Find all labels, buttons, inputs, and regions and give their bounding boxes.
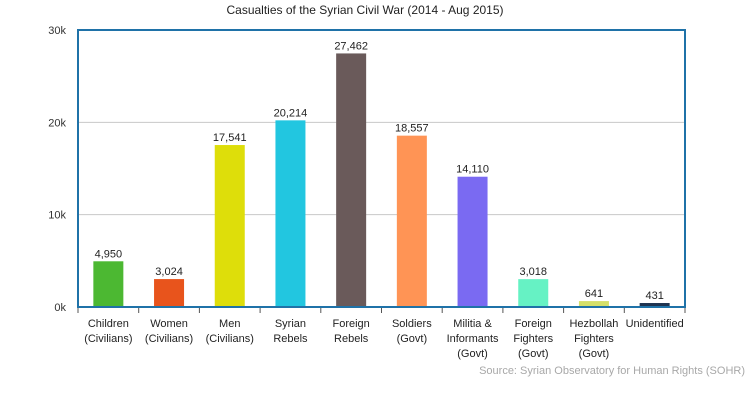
bar	[336, 53, 367, 307]
value-label: 14,110	[456, 164, 489, 176]
category-label: Soldiers (Govt)	[392, 318, 432, 345]
y-axis-ticks: 0k 10k 20k 30k	[48, 25, 66, 314]
y-tick-label: 0k	[54, 302, 66, 314]
bar	[275, 120, 306, 308]
gridlines	[78, 121, 685, 216]
y-tick-label: 30k	[48, 25, 66, 37]
value-label: 17,541	[213, 132, 247, 144]
category-label: Foreign Rebels	[333, 318, 370, 345]
plot-frame	[77, 29, 686, 308]
category-label: Women (Civilians)	[145, 318, 193, 345]
category-label: Children (Civilians)	[84, 318, 132, 345]
source-note: Source: Syrian Observatory for Human Rig…	[479, 365, 745, 377]
category-label: Syrian Rebels	[273, 318, 308, 345]
bar	[396, 135, 427, 307]
value-labels: 4,950 3,024 17,541 20,214 27,462 18,557 14,110…	[95, 40, 664, 302]
value-label: 3,018	[519, 266, 547, 278]
bars	[93, 53, 670, 308]
bar	[93, 261, 124, 307]
bar	[214, 145, 245, 307]
value-label: 18,557	[395, 123, 429, 135]
category-label: Foreign Fighters (Govt)	[513, 318, 553, 360]
category-label: Men (Civilians)	[206, 318, 254, 345]
value-label: 27,462	[334, 40, 368, 52]
category-label: Militia & Informants (Govt)	[447, 318, 499, 360]
category-label: Unidentified	[626, 318, 684, 330]
bar	[154, 279, 185, 307]
bar	[518, 279, 549, 307]
value-label: 20,214	[274, 107, 308, 119]
value-label: 4,950	[95, 248, 123, 260]
bar	[457, 176, 488, 307]
y-tick-label: 10k	[48, 210, 66, 222]
chart-title: Casualties of the Syrian Civil War (2014…	[226, 3, 503, 17]
category-label: Hezbollah Fighters (Govt)	[569, 318, 618, 360]
bar	[578, 301, 609, 307]
value-label: 431	[645, 290, 663, 302]
value-label: 3,024	[155, 266, 183, 278]
y-tick-label: 20k	[48, 117, 66, 129]
x-axis-ticks: Children (Civilians) Women (Civilians) Men (C…	[77, 307, 686, 360]
value-label: 641	[585, 288, 603, 300]
bar	[639, 303, 670, 307]
